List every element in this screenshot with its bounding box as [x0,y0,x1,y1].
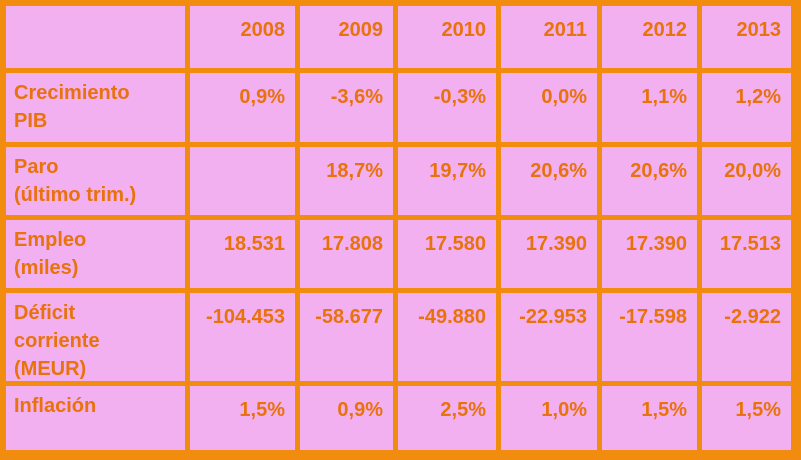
table-cell-value: 1,5% [602,386,697,450]
table-cell-value: 1,1% [602,73,697,142]
table-cell-value: -49.880 [398,293,496,381]
table-cell-value: 18.531 [190,220,295,288]
column-header-2010: 2010 [398,6,496,68]
table-cell-value: -58.677 [300,293,393,381]
table-cell-value: -104.453 [190,293,295,381]
table-cell-value: 18,7% [300,147,393,215]
row-label-line: Déficit [14,302,76,324]
row-label: Inflación [6,386,185,450]
row-label-line: (último trim.) [14,184,137,206]
table-cell-value: -3,6% [300,73,393,142]
row-label: Déficit corriente (MEUR) [6,293,185,381]
table-cell-value: 1,0% [501,386,597,450]
table-cell-value: 1,2% [702,73,791,142]
table-cell-value: 17.808 [300,220,393,288]
row-label-line: Inflación [14,395,97,417]
column-header-2009: 2009 [300,6,393,68]
table-cell-value: 17.390 [501,220,597,288]
row-label-line: Paro [14,156,59,178]
row-label-line: corriente [14,330,100,352]
table-cell-value: 1,5% [190,386,295,450]
row-label-line: (miles) [14,257,79,279]
row-label: Empleo (miles) [6,220,185,288]
table-cell-value: 19,7% [398,147,496,215]
table-cell-value: 0,0% [501,73,597,142]
column-header-2011: 2011 [501,6,597,68]
table-cell-value: 1,5% [702,386,791,450]
table-cell-value: -0,3% [398,73,496,142]
table-cell-value: 17.580 [398,220,496,288]
table-cell-value: 17.390 [602,220,697,288]
header-corner-cell [6,6,185,68]
table-cell-value: -2.922 [702,293,791,381]
table-cell-value: 20,6% [602,147,697,215]
table-cell-value: 2,5% [398,386,496,450]
row-label: Paro (último trim.) [6,147,185,215]
row-label-line: PIB [14,110,48,132]
table-cell-value: 0,9% [300,386,393,450]
table-cell-value: 20,6% [501,147,597,215]
table-cell-value: -22.953 [501,293,597,381]
column-header-2013: 2013 [702,6,791,68]
row-label: Crecimiento PIB [6,73,185,142]
table-cell-value: 0,9% [190,73,295,142]
row-label-line: Crecimiento [14,82,130,104]
table-cell-value: 20,0% [702,147,791,215]
table-cell-value [190,147,295,215]
row-label-line: Empleo [14,229,87,251]
table-cell-value: -17.598 [602,293,697,381]
table-cell-value: 17.513 [702,220,791,288]
column-header-2008: 2008 [190,6,295,68]
row-label-line: (MEUR) [14,358,87,380]
column-header-2012: 2012 [602,6,697,68]
